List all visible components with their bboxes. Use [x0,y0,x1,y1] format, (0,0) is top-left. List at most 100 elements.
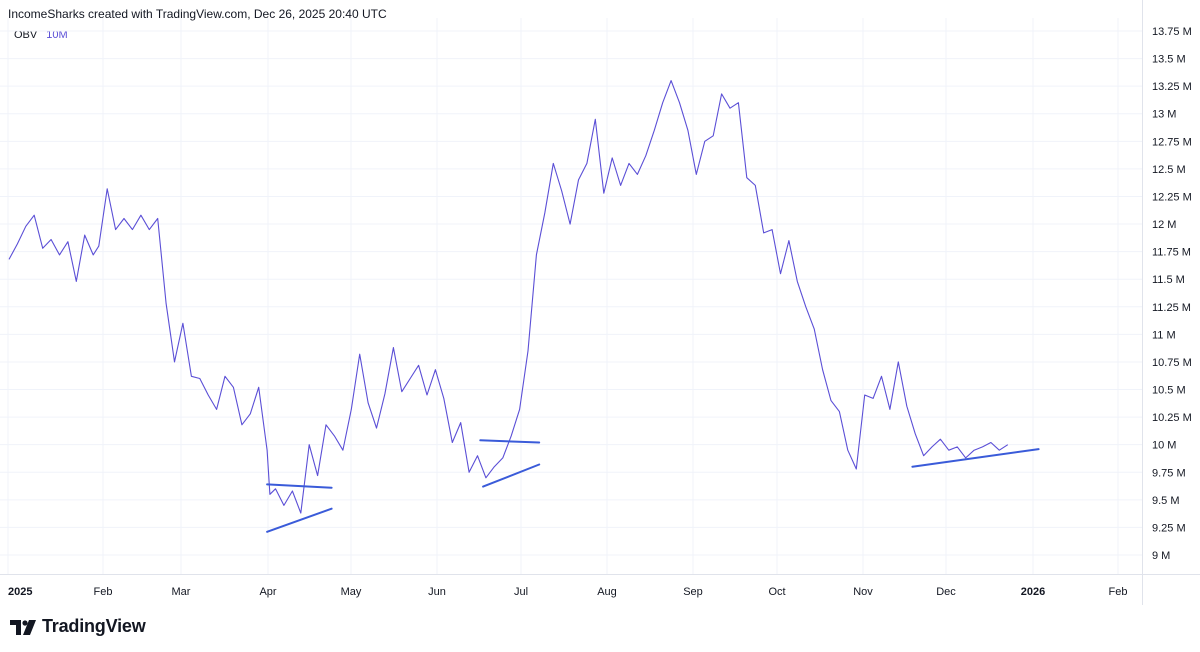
chart-trendlines [266,439,1040,533]
y-tick-label: 9.25 M [1152,522,1186,534]
x-tick-label: Mar [172,586,191,598]
obv-data-point [123,218,124,219]
obv-data-point [368,402,369,403]
x-tick-label: Jun [428,586,446,598]
obv-data-point [452,442,453,443]
obv-data-point [974,450,975,451]
obv-data-point [76,281,77,282]
trendline[interactable] [266,507,333,533]
obv-data-point [729,108,730,109]
indicator-value: 10M [46,29,68,41]
obv-data-point [224,376,225,377]
obv-data-point [115,229,116,230]
obv-data-point [59,254,60,255]
obv-series-line [8,80,1009,514]
obv-data-point [435,369,436,370]
obv-data-point [931,446,932,447]
tradingview-logo[interactable]: TradingView [10,616,146,637]
y-tick-label: 9.5 M [1152,495,1180,507]
y-tick-label: 13.75 M [1152,26,1192,38]
trendline[interactable] [266,483,333,489]
obv-data-point [426,394,427,395]
obv-data-point [502,457,503,458]
chart-series [8,80,1009,514]
obv-data-point [856,468,857,469]
y-axis[interactable]: 13.75 M 13.5 M 13.25 M 13 M 12.75 M 12.5 M 12.… [1142,0,1192,605]
x-tick-label: Oct [768,586,785,598]
obv-data-point [654,130,655,131]
y-tick-label: 10.75 M [1152,357,1192,369]
obv-data-point [300,513,301,514]
obv-data-point [713,135,714,136]
obv-data-point [25,226,26,227]
indicator-legend[interactable]: OBV 10M [14,29,68,41]
obv-data-point [923,455,924,456]
obv-data-point [460,422,461,423]
obv-data-point [687,130,688,131]
obv-data-point [410,378,411,379]
obv-data-point [628,163,629,164]
obv-data-point [805,306,806,307]
obv-data-point [8,259,9,260]
obv-data-point [519,409,520,410]
obv-data-point [84,235,85,236]
obv-data-point [898,361,899,362]
trendline[interactable] [482,463,541,488]
obv-data-point [216,409,217,410]
y-tick-label: 12.25 M [1152,191,1192,203]
y-tick-label: 11.75 M [1152,247,1191,259]
obv-data-point [98,246,99,247]
obv-data-point [485,477,486,478]
obv-data-point [334,435,335,436]
obv-data-point [527,350,528,351]
x-tick-label: Feb [1109,586,1128,598]
obv-data-point [881,376,882,377]
obv-data-point [1007,444,1008,445]
x-tick-label: 2025 [8,586,32,598]
obv-data-point [847,450,848,451]
obv-data-point [839,411,840,412]
obv-data-point [620,185,621,186]
trendline[interactable] [479,439,541,444]
x-axis[interactable]: 2025 Feb Mar Apr May Jun Jul Aug Sep Oct Nov Dec 202… [0,574,1200,599]
obv-data-point [233,387,234,388]
y-tick-label: 9 M [1152,550,1170,562]
obv-data-point [889,409,890,410]
obv-data-point [864,394,865,395]
obv-data-point [469,472,470,473]
trendline[interactable] [911,448,1040,468]
y-tick-label: 10.5 M [1152,385,1186,397]
obv-data-point [578,179,579,180]
obv-data-point [536,254,537,255]
obv-data-point [325,424,326,425]
y-tick-label: 12.75 M [1152,136,1192,148]
obv-data-point [553,163,554,164]
obv-data-point [67,241,68,242]
y-tick-label: 10 M [1152,440,1176,452]
obv-data-point [174,361,175,362]
obv-data-point [763,232,764,233]
obv-data-point [822,369,823,370]
y-tick-label: 13.5 M [1152,54,1186,66]
obv-data-point [199,378,200,379]
obv-data-point [250,413,251,414]
obv-data-point [662,102,663,103]
obv-data-point [586,163,587,164]
x-tick-label: 2026 [1021,586,1045,598]
obv-data-point [359,354,360,355]
obv-data-point [51,239,52,240]
obv-data-point [645,155,646,156]
y-tick-label: 12.5 M [1152,164,1186,176]
obv-data-point [477,455,478,456]
y-tick-label: 12 M [1152,219,1176,231]
x-tick-label: Nov [853,586,873,598]
obv-data-point [292,490,293,491]
obv-data-point [797,281,798,282]
obv-data-point [873,398,874,399]
y-tick-label: 10.25 M [1152,412,1192,424]
obv-data-point [906,406,907,407]
obv-data-point [309,444,310,445]
obv-data-point [603,193,604,194]
obv-data-point [107,188,108,189]
